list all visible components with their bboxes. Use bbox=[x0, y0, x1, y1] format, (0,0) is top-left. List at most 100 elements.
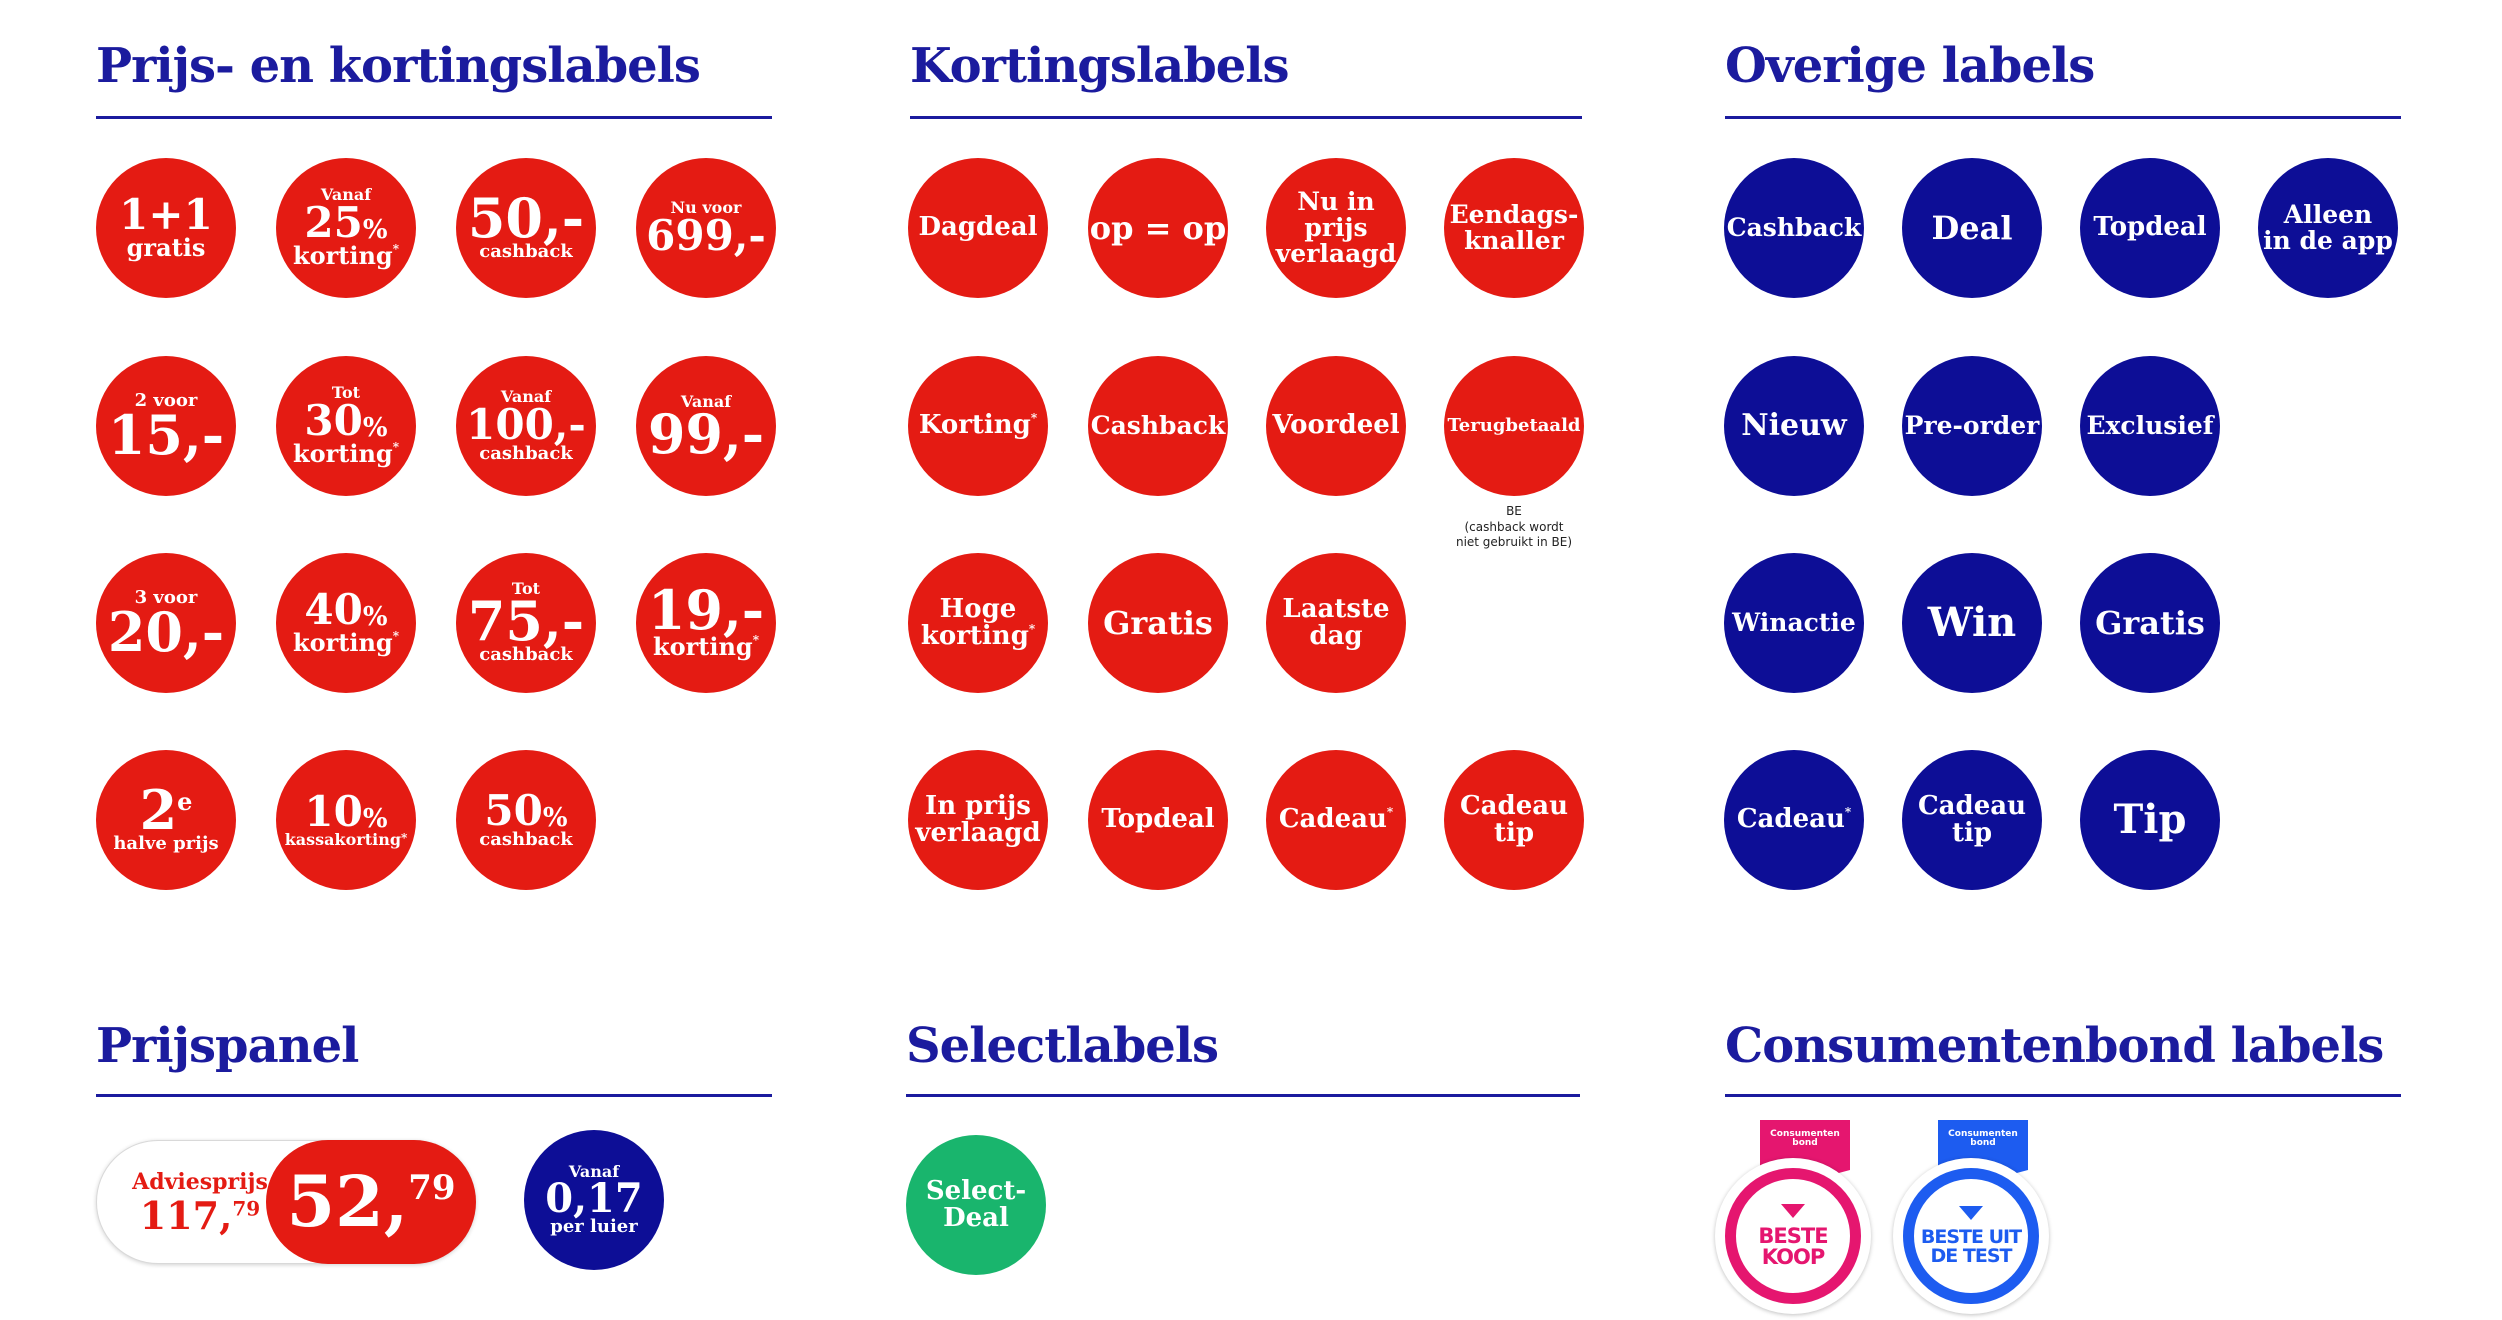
label-gratis-navy: Gratis bbox=[2080, 553, 2220, 693]
asterisk: * bbox=[392, 241, 399, 256]
advice-price-label: Adviesprijs bbox=[132, 1169, 268, 1195]
asterisk: * bbox=[392, 628, 399, 643]
percent-sign: % bbox=[362, 804, 388, 834]
label-number: 50,- bbox=[467, 186, 585, 251]
label-cadeau-navy: Cadeau* bbox=[1724, 750, 1864, 890]
label-text: korting bbox=[293, 240, 393, 270]
heart-icon bbox=[1781, 1204, 1805, 1218]
label-top: Vanaf bbox=[500, 386, 552, 406]
label-number: 50 bbox=[484, 785, 543, 835]
label-top: Vanaf bbox=[320, 184, 372, 204]
section-title-korting: Kortingslabels bbox=[910, 38, 1290, 94]
label-text: Deal bbox=[1931, 209, 2013, 247]
label-text: halve prijs bbox=[113, 832, 219, 854]
label-text: op = op bbox=[1089, 209, 1227, 247]
label-nu-in-prijs-verlaagd: Nu in prijs verlaagd bbox=[1266, 158, 1406, 298]
label-nieuw: Nieuw bbox=[1724, 356, 1864, 496]
ribbon-line1: Consumenten bbox=[1948, 1129, 2018, 1139]
label-number: 10 bbox=[304, 787, 363, 836]
ribbon-text: Consumenten bond bbox=[1938, 1129, 2028, 1149]
ribbon-line2: bond bbox=[1792, 1138, 1818, 1149]
price-panel: Adviesprijs 117,79 52, 79 bbox=[96, 1140, 476, 1264]
label-number: 20,- bbox=[107, 600, 225, 665]
label-text: gratis bbox=[126, 232, 206, 262]
label-text: Pre-order bbox=[1904, 410, 2040, 440]
label-number: 40 bbox=[304, 584, 363, 634]
asterisk: * bbox=[752, 633, 759, 648]
label-text-line1: Alleen bbox=[2283, 199, 2373, 229]
label-terugbetaald: Terugbetaald bbox=[1444, 356, 1584, 496]
advice-price-cents: 79 bbox=[232, 1196, 261, 1221]
label-superscript: e bbox=[177, 787, 193, 817]
label-text-line1: Nu in prijs bbox=[1297, 186, 1375, 242]
label-pre-order: Pre-order bbox=[1902, 356, 2042, 496]
seal-ring: BESTE UIT DE TEST bbox=[1893, 1158, 2049, 1314]
seal-text-line2: DE TEST bbox=[1930, 1245, 2013, 1267]
asterisk: * bbox=[401, 831, 408, 845]
ribbon-text: Consumenten bond bbox=[1760, 1129, 1850, 1149]
note-line1: BE bbox=[1506, 504, 1522, 518]
section-title-select: Selectlabels bbox=[906, 1018, 1219, 1074]
label-top: 3 voor bbox=[134, 587, 198, 609]
label-text: Topdeal bbox=[2093, 212, 2207, 243]
label-topdeal-navy: Topdeal bbox=[2080, 158, 2220, 298]
ribbon-line1: Consumenten bbox=[1770, 1129, 1840, 1139]
label-text-line1: Cadeau bbox=[1459, 790, 1568, 821]
label-text-line2: tip bbox=[1951, 818, 1993, 848]
current-price: 52, 79 bbox=[266, 1140, 476, 1264]
label-text: korting bbox=[293, 627, 393, 657]
label-number: 100,- bbox=[466, 399, 586, 449]
terugbetaald-note: BE (cashback wordt niet gebruikt in BE) bbox=[1444, 504, 1584, 551]
label-number: 1+1 bbox=[119, 189, 213, 239]
label-text-line2: tip bbox=[1493, 818, 1535, 848]
label-number: 19,- bbox=[647, 577, 765, 642]
label-text: per luier bbox=[550, 1215, 638, 1237]
ribbon-line2: bond bbox=[1970, 1138, 1996, 1149]
percent-sign: % bbox=[362, 601, 388, 632]
label-text: Dagdeal bbox=[918, 212, 1038, 243]
label-text: Exclusief bbox=[2086, 410, 2214, 440]
label-text: Nieuw bbox=[1741, 408, 1847, 444]
advice-price-whole: 117, bbox=[139, 1193, 233, 1238]
label-text-line1: Cadeau bbox=[1917, 790, 2026, 821]
label-number: 99,- bbox=[647, 401, 765, 466]
label-winactie: Winactie bbox=[1724, 553, 1864, 693]
label-op-is-op: op = op bbox=[1088, 158, 1228, 298]
label-vanaf-99: Vanaf 99,- bbox=[636, 356, 776, 496]
label-text-line1: Select- bbox=[925, 1175, 1027, 1206]
label-text: Voordeel bbox=[1272, 410, 1400, 441]
label-in-prijs-verlaagd: In prijs verlaagd bbox=[908, 750, 1048, 890]
current-price-whole: 52, bbox=[286, 1160, 409, 1243]
label-vanaf-25-korting: Vanaf 25% korting* bbox=[276, 158, 416, 298]
label-number: 2 bbox=[139, 778, 178, 843]
label-dagdeal: Dagdeal bbox=[908, 158, 1048, 298]
section-title-consumentenbond: Consumentenbond labels bbox=[1725, 1018, 2384, 1074]
percent-sign: % bbox=[362, 214, 388, 245]
label-text: korting bbox=[653, 632, 753, 662]
label-text-line2: korting bbox=[920, 621, 1029, 651]
percent-sign: % bbox=[362, 412, 388, 443]
label-gratis-red: Gratis bbox=[1088, 553, 1228, 693]
label-tot-75-cashback: Tot 75,- cashback bbox=[456, 553, 596, 693]
label-text: cashback bbox=[479, 643, 573, 665]
label-19-korting: 19,- korting* bbox=[636, 553, 776, 693]
label-number: 15,- bbox=[107, 403, 225, 468]
label-text-line2: verlaagd bbox=[915, 818, 1041, 848]
label-topdeal-red: Topdeal bbox=[1088, 750, 1228, 890]
note-line2: (cashback wordt bbox=[1464, 519, 1564, 534]
label-text: Gratis bbox=[1103, 604, 1213, 642]
label-hoge-korting: Hoge korting* bbox=[908, 553, 1048, 693]
heart-icon bbox=[1959, 1206, 1983, 1220]
seal-text-line1: BESTE UIT bbox=[1920, 1226, 2022, 1248]
label-text: Cadeau bbox=[1736, 804, 1845, 835]
label-top: Vanaf bbox=[568, 1161, 620, 1181]
label-text: Win bbox=[1927, 599, 2017, 646]
seal-inner: BESTE UIT DE TEST bbox=[1903, 1168, 2039, 1304]
label-number: 30 bbox=[304, 395, 363, 445]
label-text: Winactie bbox=[1732, 607, 1856, 637]
seal-text-line2: KOOP bbox=[1761, 1245, 1825, 1269]
section-divider bbox=[910, 116, 1582, 119]
label-vanaf-100-cashback: Vanaf 100,- cashback bbox=[456, 356, 596, 496]
label-text: Tip bbox=[2113, 796, 2187, 843]
